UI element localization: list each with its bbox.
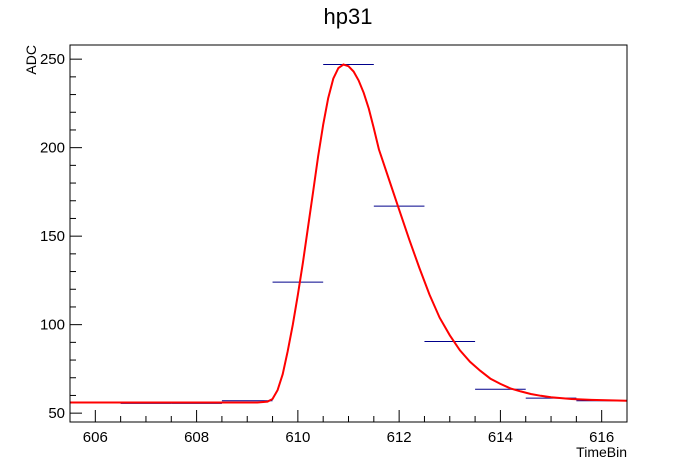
fit-curve xyxy=(70,63,628,404)
x-axis: 606 608 610 612 614 616 xyxy=(83,410,614,446)
x-tick-label: 610 xyxy=(285,429,310,446)
x-axis-title: TimeBin xyxy=(576,444,627,460)
y-tick-label: 50 xyxy=(48,405,65,422)
plot-frame xyxy=(69,44,628,423)
y-axis-title: ADC xyxy=(23,45,39,75)
y-axis: 50 100 150 200 250 xyxy=(40,51,82,422)
x-tick-label: 616 xyxy=(589,429,614,446)
x-tick-label: 608 xyxy=(184,429,209,446)
histogram-layer xyxy=(70,63,627,404)
y-tick-label: 150 xyxy=(40,228,65,245)
y-tick-label: 100 xyxy=(40,317,65,334)
x-tick-label: 606 xyxy=(83,429,108,446)
x-tick-label: 612 xyxy=(387,429,412,446)
y-tick-label: 200 xyxy=(40,140,65,157)
y-tick-label: 250 xyxy=(40,51,65,68)
x-tick-label: 614 xyxy=(488,429,513,446)
chart-title: hp31 xyxy=(324,4,373,29)
